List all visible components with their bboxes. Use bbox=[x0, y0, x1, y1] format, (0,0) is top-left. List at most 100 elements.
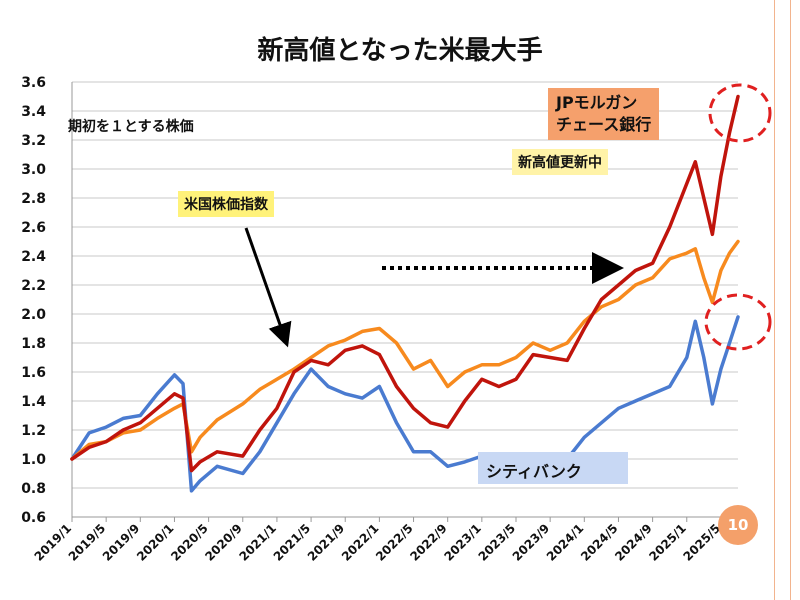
y-tick-label: 0.8 bbox=[21, 481, 46, 497]
series-point-index bbox=[139, 429, 142, 431]
series-point-index bbox=[412, 368, 415, 370]
relative-price-note: 期初を１とする株価 bbox=[68, 119, 194, 135]
series-point-jpm bbox=[310, 359, 312, 362]
series-point-index bbox=[344, 339, 347, 341]
series-point-citi bbox=[694, 320, 697, 323]
y-tick-label: 1.0 bbox=[21, 452, 46, 468]
index-label: 米国株価指数 bbox=[178, 191, 274, 217]
series-point-citi bbox=[634, 400, 637, 402]
y-tick-label: 3.6 bbox=[21, 75, 46, 91]
x-tick-label: 2020/9 bbox=[202, 521, 245, 564]
citi-label: シティバンク bbox=[478, 452, 628, 484]
series-point-citi bbox=[702, 356, 705, 359]
x-tick-label: 2022/5 bbox=[373, 521, 416, 564]
series-point-index bbox=[258, 388, 261, 391]
series-point-jpm bbox=[685, 182, 688, 185]
series-point-jpm bbox=[105, 440, 108, 443]
series-point-citi bbox=[395, 421, 398, 424]
series-point-citi bbox=[344, 392, 347, 395]
slide-title: 新高値となった米最大手 bbox=[257, 36, 543, 66]
x-tick-label: 2024/1 bbox=[544, 521, 587, 564]
series-point-jpm bbox=[634, 269, 637, 272]
series-point-index bbox=[276, 378, 278, 381]
series-point-jpm bbox=[728, 131, 731, 134]
series-point-index bbox=[173, 407, 176, 410]
series-point-index bbox=[694, 247, 697, 250]
series-point-citi bbox=[156, 392, 159, 395]
series-point-index bbox=[199, 436, 202, 439]
series-point-jpm bbox=[566, 359, 569, 362]
x-tick-label: 2020/1 bbox=[134, 521, 177, 564]
series-point-jpm bbox=[532, 353, 534, 356]
series-point-citi bbox=[327, 385, 330, 388]
series-point-citi bbox=[685, 356, 688, 359]
series-point-index bbox=[737, 240, 739, 243]
x-tick-label: 2023/5 bbox=[476, 521, 519, 564]
series-point-index bbox=[728, 252, 731, 255]
series-point-jpm bbox=[241, 455, 244, 457]
series-point-index bbox=[532, 342, 534, 344]
series-point-citi bbox=[617, 407, 620, 410]
series-point-index bbox=[241, 403, 244, 405]
x-tick-label: 2021/5 bbox=[271, 521, 314, 564]
series-point-citi bbox=[361, 397, 364, 399]
x-tick-label: 2025/5 bbox=[681, 521, 724, 564]
y-tick-label: 2.2 bbox=[21, 278, 46, 294]
series-point-jpm bbox=[258, 429, 261, 431]
series-point-jpm bbox=[88, 446, 90, 449]
y-tick-label: 1.2 bbox=[21, 423, 46, 439]
series-point-index bbox=[566, 342, 569, 344]
series-point-jpm bbox=[651, 262, 654, 265]
x-tick-label: 2019/1 bbox=[32, 521, 75, 564]
series-point-jpm bbox=[412, 407, 415, 410]
y-tick-label: 3.4 bbox=[21, 104, 46, 120]
jpm-label-line2: チェース銀行 bbox=[556, 115, 652, 134]
series-point-jpm bbox=[737, 95, 739, 98]
series-point-index bbox=[583, 320, 586, 323]
series-point-jpm bbox=[617, 284, 620, 286]
x-tick-label: 2021/9 bbox=[305, 521, 348, 564]
series-point-citi bbox=[173, 374, 176, 376]
series-point-citi bbox=[258, 450, 261, 453]
series-point-jpm bbox=[276, 407, 278, 410]
series-point-index bbox=[702, 276, 705, 279]
series-point-citi bbox=[446, 465, 449, 468]
series-point-citi bbox=[412, 450, 415, 453]
series-point-citi bbox=[728, 342, 731, 344]
series-point-index bbox=[156, 417, 159, 420]
series-point-citi bbox=[182, 382, 184, 385]
slide-edge-line-right bbox=[790, 0, 791, 600]
series-point-jpm bbox=[498, 385, 500, 388]
x-tick-label: 2023/1 bbox=[441, 521, 484, 564]
series-point-index bbox=[720, 269, 722, 272]
series-point-index bbox=[327, 345, 330, 347]
y-tick-label: 2.6 bbox=[21, 220, 46, 236]
series-point-index bbox=[446, 385, 449, 388]
series-point-index bbox=[515, 356, 517, 359]
series-point-citi bbox=[720, 368, 722, 370]
x-tick-label: 2024/9 bbox=[612, 521, 655, 564]
x-tick-label: 2022/1 bbox=[339, 521, 382, 564]
series-point-jpm bbox=[446, 426, 449, 428]
jpm-label: JPモルガン チェース銀行 bbox=[548, 88, 660, 140]
series-point-index bbox=[378, 327, 381, 330]
series-point-citi bbox=[737, 316, 739, 318]
series-point-citi bbox=[600, 421, 603, 424]
series-point-jpm bbox=[583, 327, 586, 330]
series-point-index bbox=[617, 298, 620, 301]
series-point-citi bbox=[241, 472, 244, 475]
y-tick-label: 3.2 bbox=[21, 133, 46, 149]
series-point-jpm bbox=[515, 378, 517, 381]
series-point-jpm bbox=[190, 469, 193, 472]
series-point-jpm bbox=[344, 349, 347, 352]
y-tick-label: 3.0 bbox=[21, 162, 46, 178]
jpm-label-line1: JPモルガン bbox=[556, 93, 638, 112]
series-point-jpm bbox=[182, 397, 184, 399]
series-point-jpm bbox=[702, 197, 705, 199]
index-arrow bbox=[244, 227, 292, 348]
series-point-citi bbox=[276, 421, 278, 424]
series-point-jpm bbox=[694, 160, 697, 163]
series-point-citi bbox=[216, 465, 219, 468]
y-tick-label: 0.6 bbox=[21, 510, 46, 526]
